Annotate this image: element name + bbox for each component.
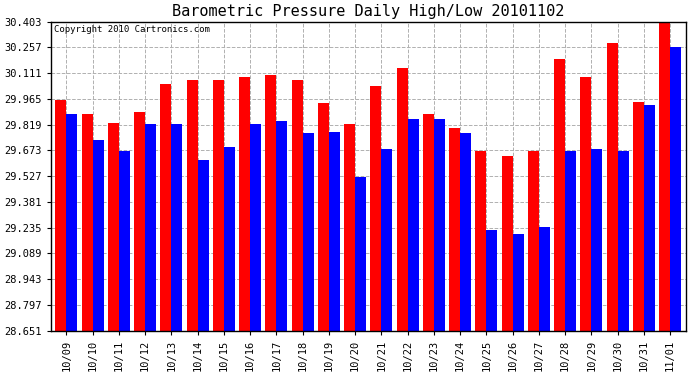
Bar bbox=[371, 86, 382, 330]
Bar bbox=[55, 100, 66, 330]
Bar bbox=[423, 114, 434, 330]
Bar bbox=[344, 124, 355, 330]
Bar bbox=[502, 156, 513, 330]
Bar bbox=[633, 102, 644, 330]
Bar bbox=[81, 114, 92, 330]
Bar bbox=[618, 151, 629, 330]
Bar bbox=[591, 149, 602, 330]
Bar bbox=[292, 80, 303, 330]
Bar bbox=[486, 230, 497, 330]
Bar bbox=[513, 234, 524, 330]
Bar bbox=[171, 124, 182, 330]
Bar bbox=[92, 140, 104, 330]
Bar bbox=[250, 124, 262, 330]
Bar bbox=[580, 77, 591, 330]
Bar bbox=[134, 112, 145, 330]
Bar bbox=[197, 160, 208, 330]
Bar bbox=[160, 84, 171, 330]
Bar bbox=[659, 21, 670, 330]
Bar bbox=[145, 124, 156, 330]
Bar bbox=[239, 77, 250, 330]
Bar bbox=[644, 105, 655, 330]
Bar bbox=[475, 151, 486, 330]
Bar bbox=[554, 59, 565, 330]
Bar bbox=[565, 151, 576, 330]
Bar bbox=[434, 119, 445, 330]
Bar bbox=[539, 227, 550, 330]
Bar bbox=[119, 151, 130, 330]
Bar bbox=[224, 147, 235, 330]
Bar bbox=[397, 68, 408, 330]
Bar bbox=[355, 177, 366, 330]
Bar bbox=[528, 151, 539, 330]
Bar bbox=[670, 47, 681, 330]
Bar bbox=[607, 44, 618, 330]
Bar bbox=[408, 119, 419, 330]
Text: Copyright 2010 Cartronics.com: Copyright 2010 Cartronics.com bbox=[54, 25, 210, 34]
Bar bbox=[382, 149, 393, 330]
Bar bbox=[266, 75, 277, 330]
Bar bbox=[318, 104, 329, 330]
Bar bbox=[213, 80, 224, 330]
Bar bbox=[329, 132, 340, 330]
Bar bbox=[303, 133, 314, 330]
Bar bbox=[460, 133, 471, 330]
Bar bbox=[277, 121, 288, 330]
Title: Barometric Pressure Daily High/Low 20101102: Barometric Pressure Daily High/Low 20101… bbox=[172, 4, 564, 19]
Bar bbox=[449, 128, 460, 330]
Bar bbox=[66, 114, 77, 330]
Bar bbox=[187, 80, 197, 330]
Bar bbox=[108, 123, 119, 330]
